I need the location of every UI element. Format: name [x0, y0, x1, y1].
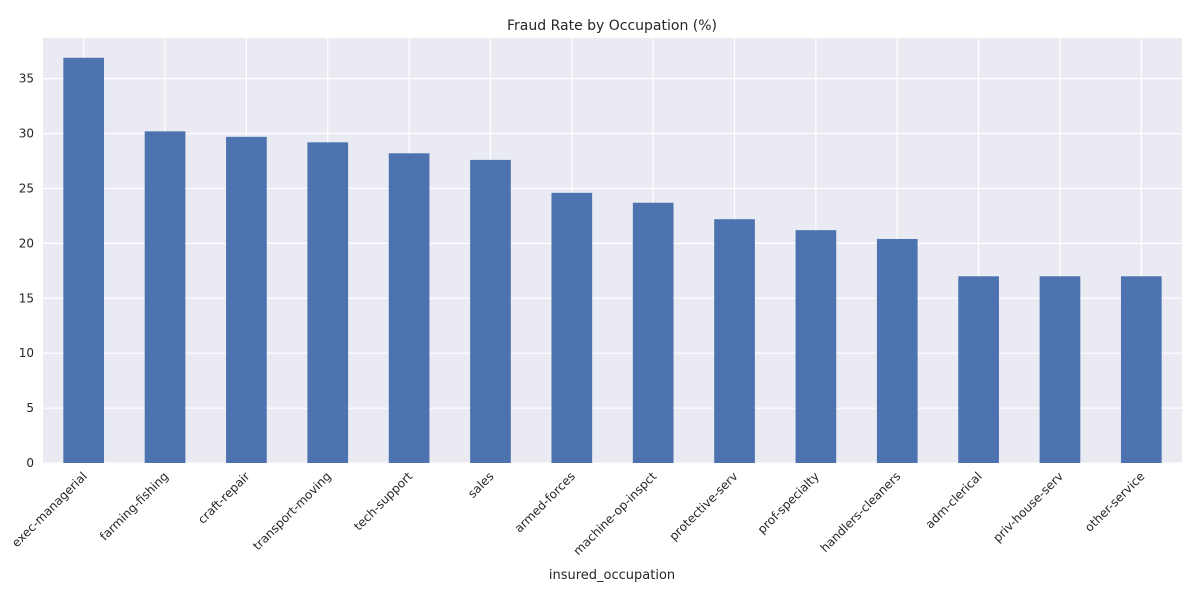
bar-prof-specialty: [795, 230, 837, 463]
x-axis-label: insured_occupation: [549, 568, 675, 583]
x-tick-label: protective-serv: [667, 469, 741, 543]
bar-craft-repair: [226, 136, 267, 463]
bar-protective-serv: [714, 219, 755, 463]
x-tick-label: tech-support: [351, 469, 415, 533]
y-axis-ticks: 0 5 10 15 20 25 30 35: [19, 72, 34, 470]
x-tick-label: sales: [465, 469, 497, 501]
x-tick-label: adm-clerical: [923, 469, 985, 531]
y-tick-label: 35: [19, 72, 34, 86]
y-tick-label: 25: [19, 181, 34, 195]
x-tick-label: craft-repair: [195, 469, 252, 526]
x-tick-label: prof-specialty: [755, 469, 822, 536]
bar-handlers-cleaners: [876, 238, 918, 463]
bar-other-service: [1120, 276, 1162, 463]
x-tick-label: priv-house-serv: [990, 469, 1066, 545]
y-tick-label: 30: [19, 127, 34, 141]
y-tick-label: 5: [26, 401, 34, 415]
bar-priv-house-serv: [1039, 276, 1081, 463]
bar-farming-fishing: [144, 131, 186, 463]
x-tick-label: armed-forces: [512, 469, 578, 535]
plot-area: [43, 38, 1182, 463]
bar-machine-op-inspct: [632, 202, 674, 463]
y-tick-label: 10: [19, 346, 34, 360]
x-axis-ticks: exec-managerial farming-fishing craft-repa…: [9, 469, 1147, 558]
x-tick-label: transport-moving: [250, 469, 334, 553]
x-tick-label: handlers-cleaners: [818, 469, 904, 555]
bar-armed-forces: [551, 192, 593, 463]
y-tick-label: 0: [26, 456, 34, 470]
bar-sales: [470, 159, 511, 463]
y-tick-label: 15: [19, 291, 34, 305]
bar-adm-clerical: [958, 276, 999, 463]
bars: [63, 57, 1162, 464]
x-tick-label: farming-fishing: [97, 469, 171, 543]
x-tick-label: machine-op-inspct: [571, 469, 660, 558]
bar-transport-moving: [307, 142, 349, 463]
bar-tech-support: [388, 153, 430, 464]
x-tick-label: other-service: [1082, 469, 1147, 534]
chart-title: Fraud Rate by Occupation (%): [507, 18, 717, 34]
y-tick-label: 20: [19, 236, 34, 250]
bar-exec-managerial: [63, 57, 105, 463]
x-tick-label: exec-managerial: [9, 469, 90, 550]
